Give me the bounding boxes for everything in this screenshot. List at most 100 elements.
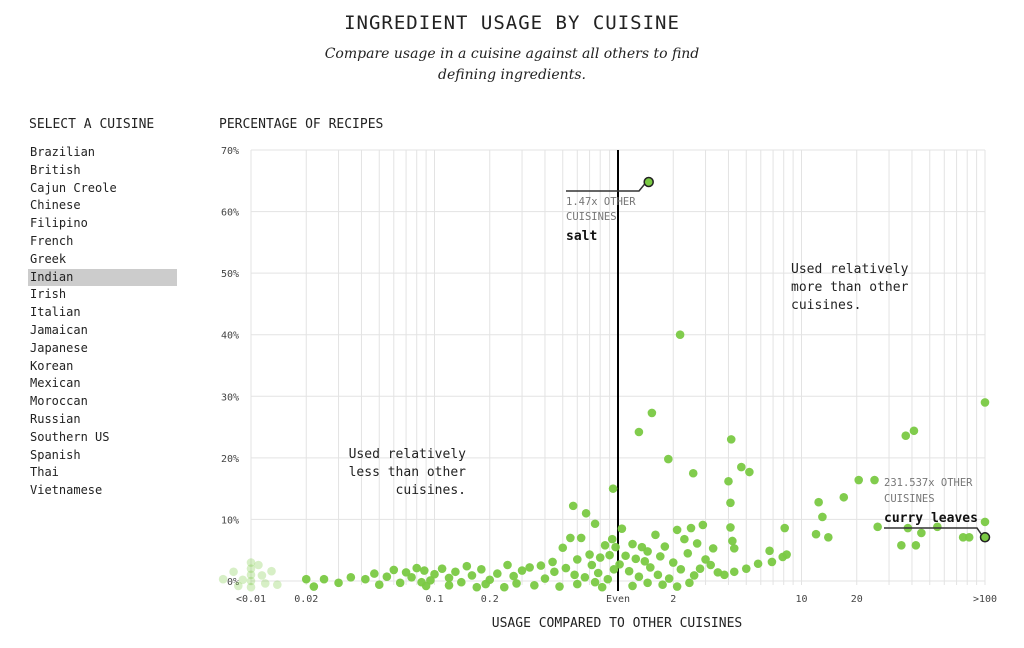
data-point [909, 426, 919, 436]
cuisine-item[interactable]: Greek [30, 251, 67, 266]
cuisine-item[interactable]: Filipino [30, 216, 88, 231]
data-point [585, 550, 594, 559]
data-point [668, 558, 678, 567]
cuisine-item[interactable]: French [30, 233, 74, 248]
cuisine-item[interactable]: Moroccan [30, 394, 88, 409]
data-point [646, 563, 655, 572]
data-point [246, 582, 256, 592]
data-point [444, 573, 454, 583]
curry-leaves-point [979, 532, 991, 543]
data-point [273, 580, 282, 589]
data-point [643, 578, 652, 588]
data-point [683, 548, 693, 558]
data-point [634, 427, 644, 437]
cuisine-item[interactable]: Vietnamese [30, 483, 103, 498]
data-point [653, 570, 663, 580]
data-point [561, 563, 571, 573]
salt-ratio-label: 1.47x OTHER [566, 196, 636, 208]
data-point [451, 567, 460, 577]
cuisine-item[interactable]: Japanese [30, 340, 88, 355]
data-point [603, 574, 613, 584]
data-point [407, 573, 416, 582]
data-point [607, 534, 617, 544]
curry-callout-line [884, 527, 983, 536]
data-point [724, 476, 733, 486]
x-tick-label: 2 [670, 594, 676, 605]
data-point [600, 540, 610, 550]
data-point [417, 577, 426, 587]
cuisine-item[interactable]: Cajun Creole [30, 180, 117, 195]
data-point [550, 567, 559, 577]
data-point [319, 574, 329, 584]
data-point [548, 557, 557, 567]
data-point [517, 566, 527, 575]
data-point [617, 524, 627, 533]
data-point [512, 579, 521, 588]
cuisine-item[interactable]: Mexican [30, 376, 81, 391]
data-point [370, 569, 379, 578]
salt-name-label: salt [566, 229, 597, 244]
data-point [246, 570, 256, 580]
data-point [726, 498, 735, 508]
data-point [658, 580, 667, 589]
data-point [675, 330, 685, 340]
data-point [572, 555, 582, 564]
data-point [246, 564, 256, 573]
data-point [481, 579, 490, 589]
data-point [621, 551, 630, 561]
data-point [870, 475, 879, 485]
data-point [611, 542, 620, 552]
data-point [655, 552, 665, 561]
data-point [301, 574, 311, 584]
cuisine-item[interactable]: Indian [28, 268, 177, 287]
data-point [640, 556, 650, 566]
cuisine-item[interactable]: Irish [30, 287, 67, 302]
data-point [780, 523, 790, 533]
data-point [467, 571, 477, 580]
cuisine-item[interactable]: Chinese [30, 198, 81, 213]
data-point [980, 398, 990, 407]
cuisine-item[interactable]: British [30, 162, 81, 177]
cuisine-item[interactable]: Southern US [30, 429, 110, 444]
data-point [701, 555, 710, 564]
curry-name-label: curry leaves [884, 511, 978, 526]
curry-ratio-label-2: CUISINES [884, 493, 935, 505]
x-tick-label: Even [606, 594, 630, 605]
cuisine-item[interactable]: Italian [30, 305, 81, 320]
cuisine-item[interactable]: Jamaican [30, 322, 88, 337]
data-point [729, 544, 739, 553]
data-point [628, 539, 637, 549]
annotations: 1.47x OTHER CUISINES salt 231.537x OTHER CUI… [349, 176, 991, 543]
data-point [503, 560, 512, 570]
data-point [246, 558, 256, 567]
cuisine-item[interactable]: Russian [30, 411, 81, 426]
data-point [267, 566, 276, 576]
data-point [839, 492, 849, 502]
data-point [917, 528, 926, 538]
data-point [581, 508, 591, 518]
y-tick-label: 70% [221, 146, 239, 157]
cuisine-item[interactable]: Spanish [30, 447, 81, 462]
cuisine-item[interactable]: Thai [30, 465, 59, 480]
less-annotation-line: Used relatively [349, 447, 467, 462]
data-point [570, 570, 579, 580]
data-point [566, 533, 575, 543]
cuisine-item[interactable]: Korean [30, 358, 74, 373]
data-point [437, 564, 447, 573]
cuisine-item[interactable]: Brazilian [30, 145, 96, 159]
data-point [624, 566, 634, 576]
data-point [741, 564, 751, 573]
data-point [685, 578, 694, 588]
data-point [686, 523, 696, 533]
y-tick-label: 20% [221, 454, 239, 465]
data-point [374, 580, 384, 589]
data-point [713, 568, 723, 577]
data-point [814, 497, 823, 507]
data-point [361, 574, 370, 584]
x-tick-label: 10 [795, 594, 807, 605]
salt-callout-line [566, 183, 646, 192]
data-point [964, 532, 974, 542]
data-point [597, 582, 607, 592]
data-point [873, 522, 882, 532]
data-point [692, 539, 702, 548]
